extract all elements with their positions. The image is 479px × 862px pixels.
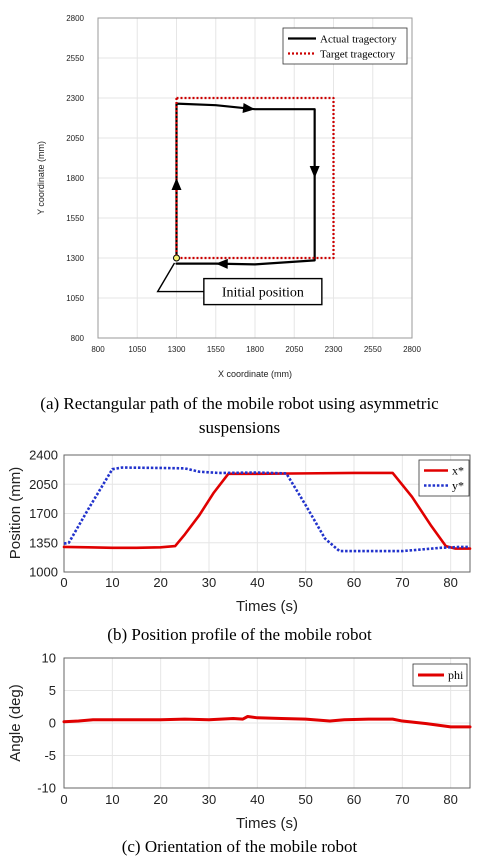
y-tick-label: 1050 bbox=[66, 294, 84, 303]
initial-position-marker bbox=[173, 254, 180, 262]
caption-a-line1: (a) Rectangular path of the mobile robot… bbox=[40, 394, 439, 413]
annotation-box bbox=[203, 277, 323, 306]
y-tick-label: 2050 bbox=[29, 477, 58, 492]
direction-arrow-icon bbox=[309, 166, 320, 178]
chart-b-legend: x*y* bbox=[418, 459, 470, 497]
chart-b-ylabel: Position (mm) bbox=[7, 467, 24, 560]
x-tick-label: 80 bbox=[443, 792, 457, 807]
chart-a-yticks: 800 1050 1300 1550 1800 2050 2300 2550 2800 bbox=[66, 14, 84, 343]
x-tick-label: 0 bbox=[60, 575, 67, 590]
chart-b-plot-frame bbox=[63, 454, 471, 573]
chart-c-yticks: -10 -5 0 5 10 bbox=[37, 651, 56, 796]
y-tick-label: 2400 bbox=[29, 448, 58, 463]
y-tick-label: 1350 bbox=[29, 535, 58, 550]
x-tick-label: 10 bbox=[105, 792, 119, 807]
legend-box bbox=[418, 459, 470, 497]
x-tick-label: 10 bbox=[105, 575, 119, 590]
y-tick-label: -5 bbox=[44, 748, 56, 763]
x-tick-label: 60 bbox=[347, 792, 361, 807]
chart-b-xticks: 0 10 20 30 40 50 60 70 80 bbox=[60, 575, 458, 590]
chart-a-series bbox=[175, 96, 335, 266]
x-tick-label: 2300 bbox=[325, 345, 343, 354]
legend-label: phi bbox=[448, 668, 464, 682]
x-tick-label: 30 bbox=[202, 792, 216, 807]
y-tick-label: 5 bbox=[49, 683, 56, 698]
x-tick-label: 0 bbox=[60, 792, 67, 807]
chart-c-xticks: 0 10 20 30 40 50 60 70 80 bbox=[60, 792, 458, 807]
orientation-chart: 0 10 20 30 40 50 60 70 80 -10 -5 0 5 10 phi Times (s… bbox=[7, 651, 472, 832]
direction-arrow-icon bbox=[242, 103, 255, 113]
y-tick-label: 2300 bbox=[66, 94, 84, 103]
annotation-label: Initial position bbox=[222, 286, 304, 301]
direction-arrow-icon bbox=[215, 258, 228, 269]
chart-c-ylabel: Angle (deg) bbox=[7, 684, 24, 762]
caption-c: (c) Orientation of the mobile robot bbox=[121, 837, 358, 856]
x-tick-label: 800 bbox=[91, 345, 105, 354]
legend-box bbox=[282, 27, 408, 65]
y-tick-label: 1700 bbox=[29, 506, 58, 521]
chart-a-plot-frame bbox=[97, 17, 413, 339]
x-tick-label: 70 bbox=[395, 575, 409, 590]
x-tick-label: 40 bbox=[250, 575, 264, 590]
legend-label: Target tragectory bbox=[320, 48, 396, 60]
direction-arrow-icon bbox=[171, 178, 182, 190]
x-tick-label: 50 bbox=[298, 575, 312, 590]
x-tick-label: 20 bbox=[153, 575, 167, 590]
chart-c-series bbox=[62, 715, 472, 729]
chart-a-legend: Actual tragectory Target tragectory bbox=[282, 27, 408, 65]
x-tick-label: 50 bbox=[298, 792, 312, 807]
caption-b: (b) Position profile of the mobile robot bbox=[107, 625, 372, 644]
chart-a-arrows bbox=[171, 103, 320, 269]
y-tick-label: 1300 bbox=[66, 254, 84, 263]
chart-a-ylabel: Y coordinate (mm) bbox=[36, 141, 46, 215]
legend-label: x* bbox=[452, 464, 464, 478]
x-tick-label: 40 bbox=[250, 792, 264, 807]
series-line-2 bbox=[175, 96, 335, 260]
legend-label: Actual tragectory bbox=[320, 33, 397, 45]
y-tick-label: 2550 bbox=[66, 54, 84, 63]
chart-c-xlabel: Times (s) bbox=[236, 815, 298, 832]
y-tick-label: 800 bbox=[71, 334, 85, 343]
y-tick-label: -10 bbox=[37, 781, 56, 796]
x-tick-label: 2800 bbox=[403, 345, 421, 354]
caption-a-line2: suspensions bbox=[198, 418, 281, 437]
chart-a-annotation: Initial position bbox=[156, 254, 323, 306]
y-tick-label: 2050 bbox=[66, 134, 84, 143]
series-line-1 bbox=[175, 102, 316, 266]
y-tick-label: 1550 bbox=[66, 214, 84, 223]
chart-b-xlabel: Times (s) bbox=[236, 598, 298, 615]
chart-c-legend: phi bbox=[412, 663, 468, 687]
y-tick-label: 10 bbox=[42, 651, 56, 666]
chart-b-series bbox=[62, 466, 472, 553]
x-tick-label: 1300 bbox=[168, 345, 186, 354]
x-tick-label: 1050 bbox=[128, 345, 146, 354]
trajectory-chart: 800 1050 1300 1550 1800 2050 2300 2550 2800 800 1… bbox=[36, 14, 421, 379]
y-tick-label: 2800 bbox=[66, 14, 84, 23]
series-line-1 bbox=[62, 715, 472, 729]
chart-b-yticks: 1000 1350 1700 2050 2400 bbox=[29, 448, 58, 580]
x-tick-label: 30 bbox=[202, 575, 216, 590]
chart-a-xlabel: X coordinate (mm) bbox=[218, 369, 292, 379]
x-tick-label: 2050 bbox=[285, 345, 303, 354]
x-tick-label: 20 bbox=[153, 792, 167, 807]
annotation-leader-line bbox=[156, 262, 204, 293]
x-tick-label: 60 bbox=[347, 575, 361, 590]
chart-a-xticks: 800 1050 1300 1550 1800 2050 2300 2550 2800 bbox=[91, 345, 421, 354]
x-tick-label: 80 bbox=[443, 575, 457, 590]
x-tick-label: 1550 bbox=[207, 345, 225, 354]
x-tick-label: 2550 bbox=[364, 345, 382, 354]
x-tick-label: 70 bbox=[395, 792, 409, 807]
position-profile-chart: 0 10 20 30 40 50 60 70 80 1000 1350 1700 2050 2400 x… bbox=[7, 448, 472, 615]
y-tick-label: 0 bbox=[49, 716, 56, 731]
y-tick-label: 1000 bbox=[29, 565, 58, 580]
x-tick-label: 1800 bbox=[246, 345, 264, 354]
legend-label: y* bbox=[452, 479, 464, 493]
series-line-2 bbox=[63, 466, 470, 553]
y-tick-label: 1800 bbox=[66, 174, 84, 183]
